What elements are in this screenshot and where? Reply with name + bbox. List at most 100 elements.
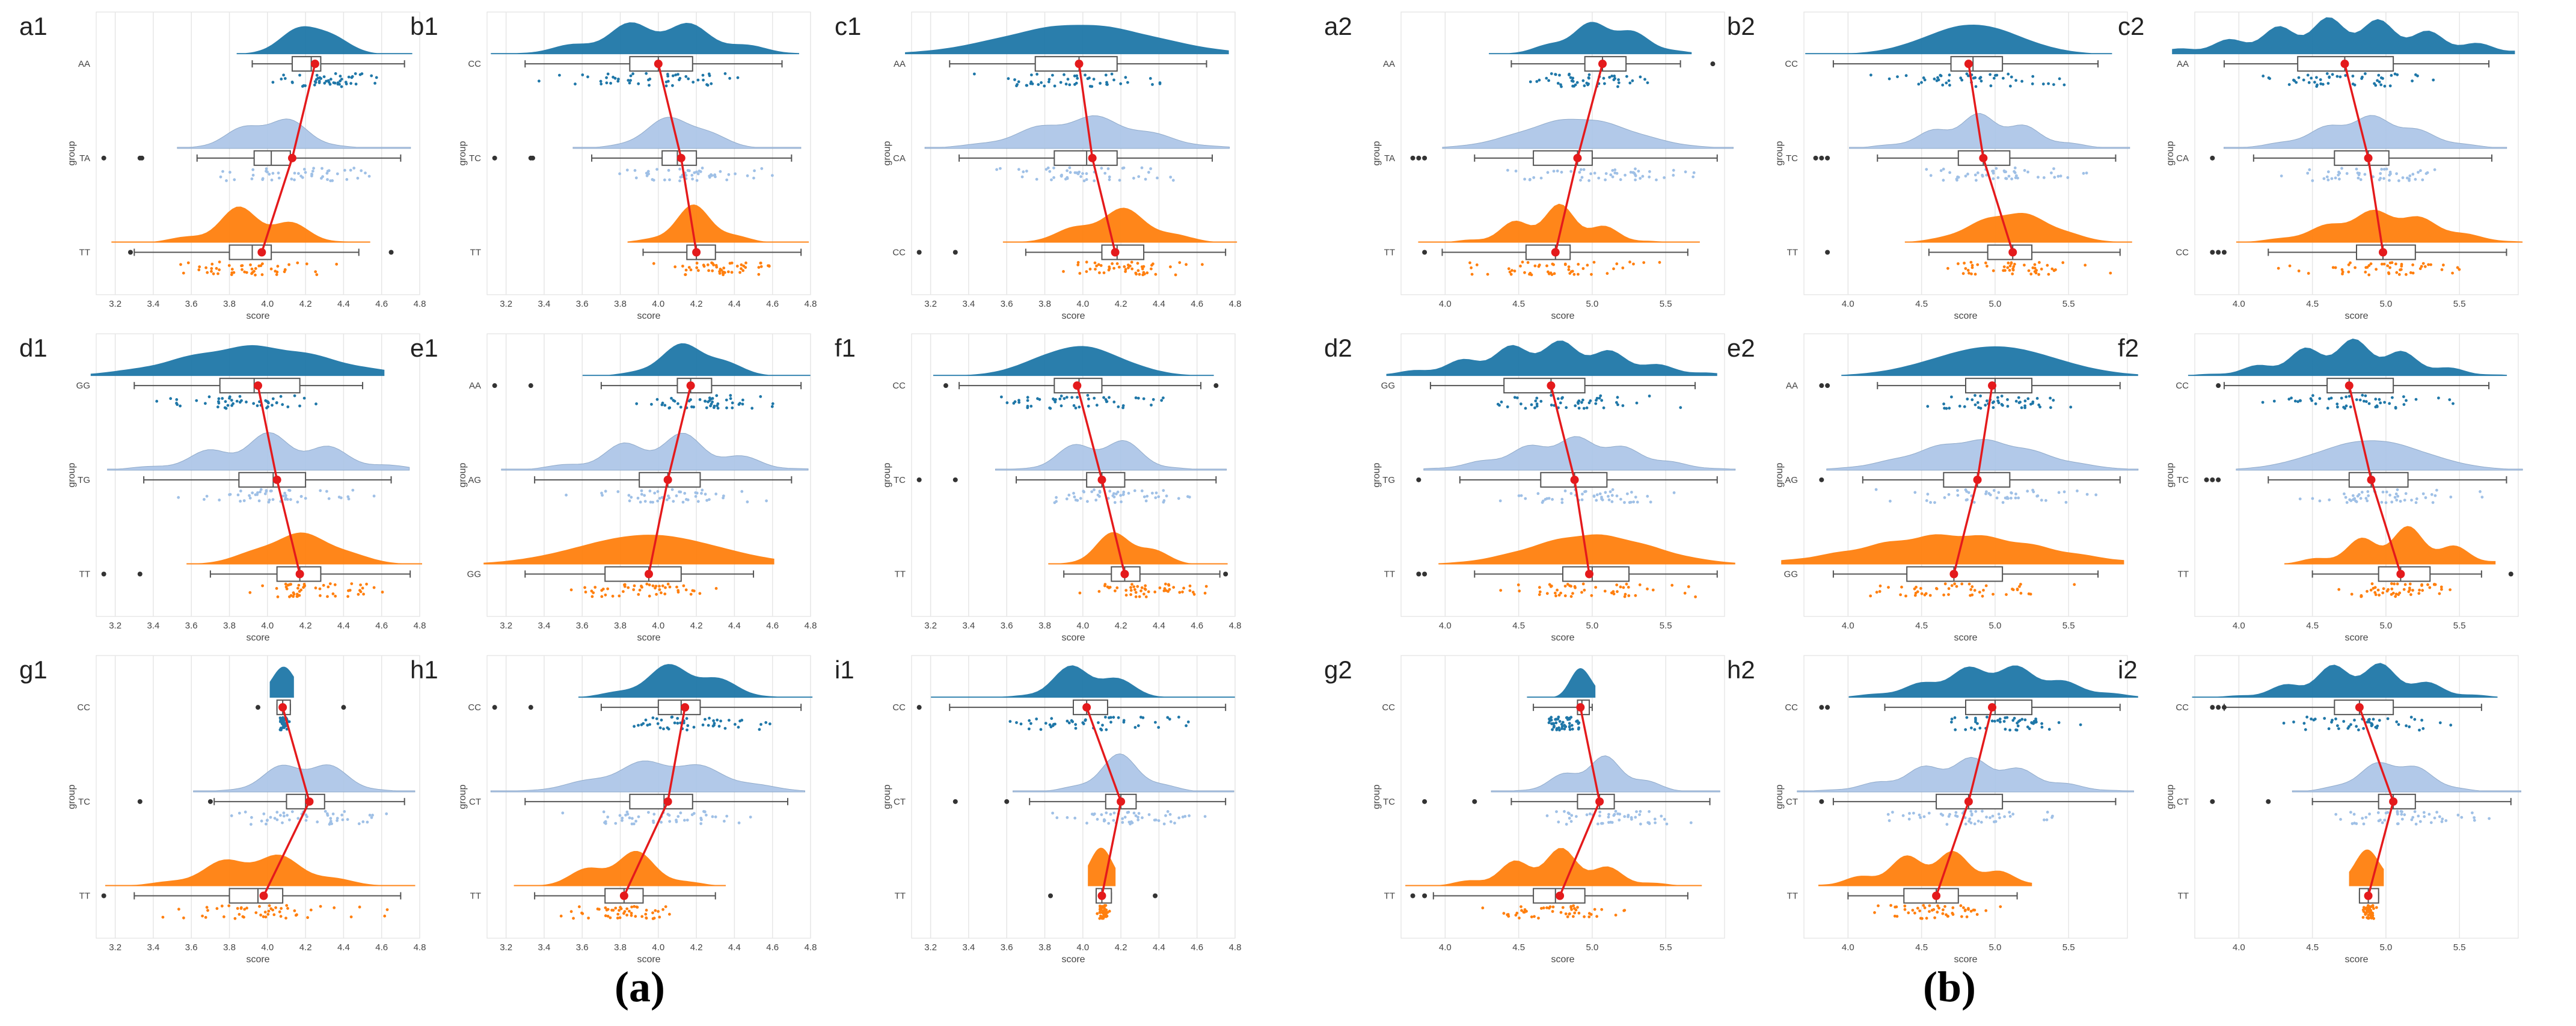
mean-point: [2379, 248, 2388, 257]
rain-point: [623, 585, 627, 588]
rain-point: [1106, 911, 1109, 914]
rain-point: [757, 272, 761, 276]
rain-point: [293, 171, 296, 175]
outlier-point: [1819, 477, 1824, 482]
rain-point: [596, 908, 600, 911]
rain-point: [367, 174, 371, 178]
rain-point: [2031, 75, 2035, 78]
rain-point: [1560, 722, 1563, 726]
rain-point: [1641, 174, 1645, 178]
rain-point: [2354, 266, 2357, 269]
rain-point: [2418, 588, 2421, 592]
rain-point: [630, 496, 633, 499]
x-tick-label: 4.0: [1076, 942, 1089, 953]
rain-point: [1059, 81, 1063, 84]
rain-point: [1067, 493, 1071, 497]
rain-point: [667, 168, 670, 172]
rain-point: [1074, 723, 1078, 726]
rain-point: [2427, 263, 2430, 266]
rain-point: [2378, 398, 2381, 401]
x-tick-label: 3.2: [109, 621, 121, 631]
rain-point: [676, 402, 679, 405]
rain-point: [687, 266, 691, 269]
rain-point: [1517, 494, 1521, 497]
rain-point: [692, 81, 695, 84]
rain-point: [696, 500, 700, 503]
rain-point: [1658, 260, 1661, 264]
rain-point: [1529, 80, 1532, 84]
outlier-point: [916, 250, 922, 255]
rain-point: [2405, 724, 2408, 728]
x-tick-label: 4.6: [375, 942, 388, 953]
rain-point: [580, 911, 583, 915]
rain-point: [198, 265, 201, 269]
rain-point: [1102, 909, 1106, 912]
rain-point: [2438, 815, 2441, 819]
rain-point: [1630, 491, 1633, 494]
rain-point: [1888, 819, 1891, 822]
rain-point: [681, 500, 685, 504]
rain-point: [629, 79, 632, 82]
rain-point: [2330, 177, 2334, 180]
rain-point: [239, 500, 242, 503]
rain-point: [2361, 916, 2365, 919]
panel-c1: c13.2 3.4 3.6 3.8 4.0 4.2 4.4 4.6 4.8scoregroupA…: [835, 11, 1241, 321]
rain-point: [1152, 398, 1155, 401]
rain-point: [1162, 489, 1165, 492]
y-tick-label: CC: [892, 248, 906, 258]
rain-point: [335, 262, 339, 266]
rain-point: [1153, 590, 1157, 594]
rain-point: [2011, 588, 2014, 591]
rain-point: [1144, 588, 1147, 591]
panel-b1: b13.2 3.4 3.6 3.8 4.0 4.2 4.4 4.6 4.8scoregroupC…: [410, 11, 817, 321]
rain-point: [618, 594, 621, 598]
rain-point: [1996, 399, 2000, 402]
rain-point: [1093, 261, 1097, 265]
rain-point: [1615, 583, 1619, 586]
rain-point: [648, 583, 651, 586]
rain-point: [1929, 501, 1933, 504]
violin-AG: [501, 432, 809, 471]
rain-point: [1634, 594, 1637, 597]
rain-point: [1600, 497, 1604, 500]
rain-point: [1545, 906, 1548, 909]
rain-point: [2383, 84, 2387, 88]
rain-point: [586, 75, 589, 79]
mean-point: [2364, 891, 2373, 900]
rain-point: [1587, 401, 1591, 405]
rain-point: [1186, 720, 1190, 723]
rain-point: [1951, 906, 1955, 909]
rain-point: [606, 915, 610, 918]
rain-point: [1551, 905, 1555, 909]
rain-point: [1162, 499, 1166, 502]
rain-point: [265, 170, 268, 173]
rain-point: [656, 490, 660, 493]
rain-point: [281, 720, 285, 723]
rain-point: [2371, 904, 2375, 907]
y-tick-label: GG: [467, 570, 481, 580]
rain-point: [644, 718, 648, 722]
rain-point: [2007, 261, 2010, 265]
rain-point: [1145, 494, 1149, 498]
rain-point: [973, 72, 976, 76]
x-tick-label: 3.4: [963, 942, 975, 953]
rain-point: [684, 273, 687, 276]
rain-point: [1630, 817, 1633, 821]
rain-point: [299, 495, 303, 498]
rain-point: [1908, 812, 1911, 815]
rain-point: [1573, 911, 1577, 915]
rain-point: [1612, 592, 1616, 595]
outlier-point: [530, 155, 535, 161]
rain-point: [666, 75, 670, 78]
rain-point: [336, 819, 339, 822]
x-tick-label: 5.0: [2379, 299, 2392, 309]
rain-point: [1523, 911, 1526, 914]
mean-point: [1088, 153, 1097, 162]
violin-CC: [933, 346, 1214, 376]
rain-point: [2428, 586, 2432, 589]
rain-point: [2013, 166, 2017, 170]
x-tick-label: 4.8: [1229, 621, 1242, 631]
rain-point: [2036, 494, 2040, 497]
rain-point: [2367, 402, 2371, 405]
rain-point: [2312, 718, 2316, 722]
